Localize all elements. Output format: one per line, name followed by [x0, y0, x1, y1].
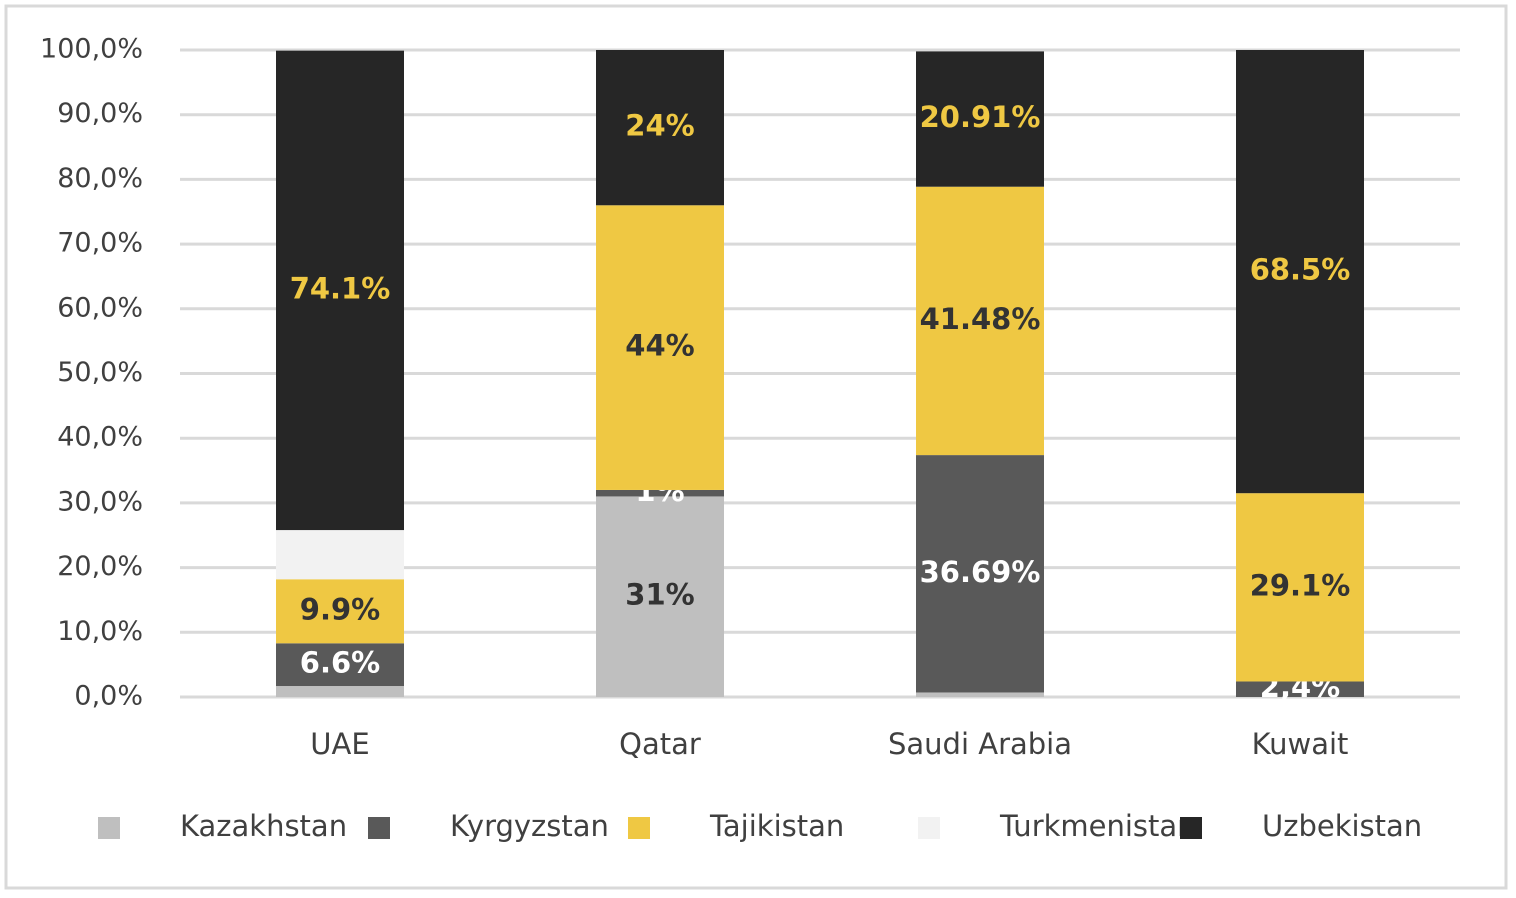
x-tick-label: UAE: [310, 727, 369, 761]
value-label: 74.1%: [290, 271, 391, 305]
value-label: 24%: [625, 109, 694, 143]
bar-segment: [916, 186, 1044, 456]
legend-swatch: [918, 817, 940, 839]
y-tick-label: 90,0%: [57, 98, 143, 129]
value-label: 29.1%: [1250, 568, 1351, 602]
y-tick-label: 60,0%: [57, 292, 143, 323]
bar-segment: [276, 50, 404, 531]
y-tick-label: 40,0%: [57, 422, 143, 453]
legend-label: Uzbekistan: [1262, 809, 1422, 843]
y-tick-label: 0,0%: [74, 681, 143, 712]
legend-label: Tajikistan: [709, 809, 844, 843]
legend-swatch: [1180, 817, 1202, 839]
y-tick-label: 50,0%: [57, 357, 143, 388]
legend-swatch: [368, 817, 390, 839]
bar-segment: [596, 489, 724, 497]
bar-segment: [596, 496, 724, 697]
value-label: 36.69%: [920, 555, 1041, 589]
bar-segment: [916, 455, 1044, 693]
legend-swatch: [628, 817, 650, 839]
bar-segment: [916, 51, 1044, 187]
legend-label: Kyrgyzstan: [450, 809, 609, 843]
value-label: 68.5%: [1250, 253, 1351, 287]
x-tick-label: Qatar: [619, 727, 701, 761]
value-label: 20.91%: [920, 100, 1041, 134]
bar-segment: [596, 205, 724, 490]
bar-segment: [1236, 493, 1364, 682]
bar-segment: [596, 50, 724, 206]
legend-label: Kazakhstan: [180, 809, 347, 843]
legend-swatch: [98, 817, 120, 839]
bar-segment: [276, 643, 404, 687]
bar-segment: [276, 579, 404, 644]
x-tick-label: Saudi Arabia: [888, 727, 1072, 761]
y-tick-label: 100,0%: [40, 34, 143, 65]
bar-segment: [1236, 50, 1364, 494]
y-tick-label: 30,0%: [57, 486, 143, 517]
value-label: 31%: [625, 578, 694, 612]
value-label: 41.48%: [920, 302, 1041, 336]
y-tick-label: 70,0%: [57, 228, 143, 259]
bar-segment: [1236, 681, 1364, 697]
y-tick-label: 20,0%: [57, 551, 143, 582]
x-tick-label: Kuwait: [1252, 727, 1349, 761]
y-tick-label: 80,0%: [57, 163, 143, 194]
value-label: 44%: [625, 329, 694, 363]
value-label: 9.9%: [300, 592, 380, 626]
value-label: 6.6%: [300, 646, 380, 680]
bar-segment: [276, 530, 404, 580]
bar-segment: [276, 686, 404, 697]
y-tick-label: 10,0%: [57, 616, 143, 647]
legend-label: Turkmenistan: [999, 809, 1196, 843]
bar-segment: [916, 692, 1044, 697]
